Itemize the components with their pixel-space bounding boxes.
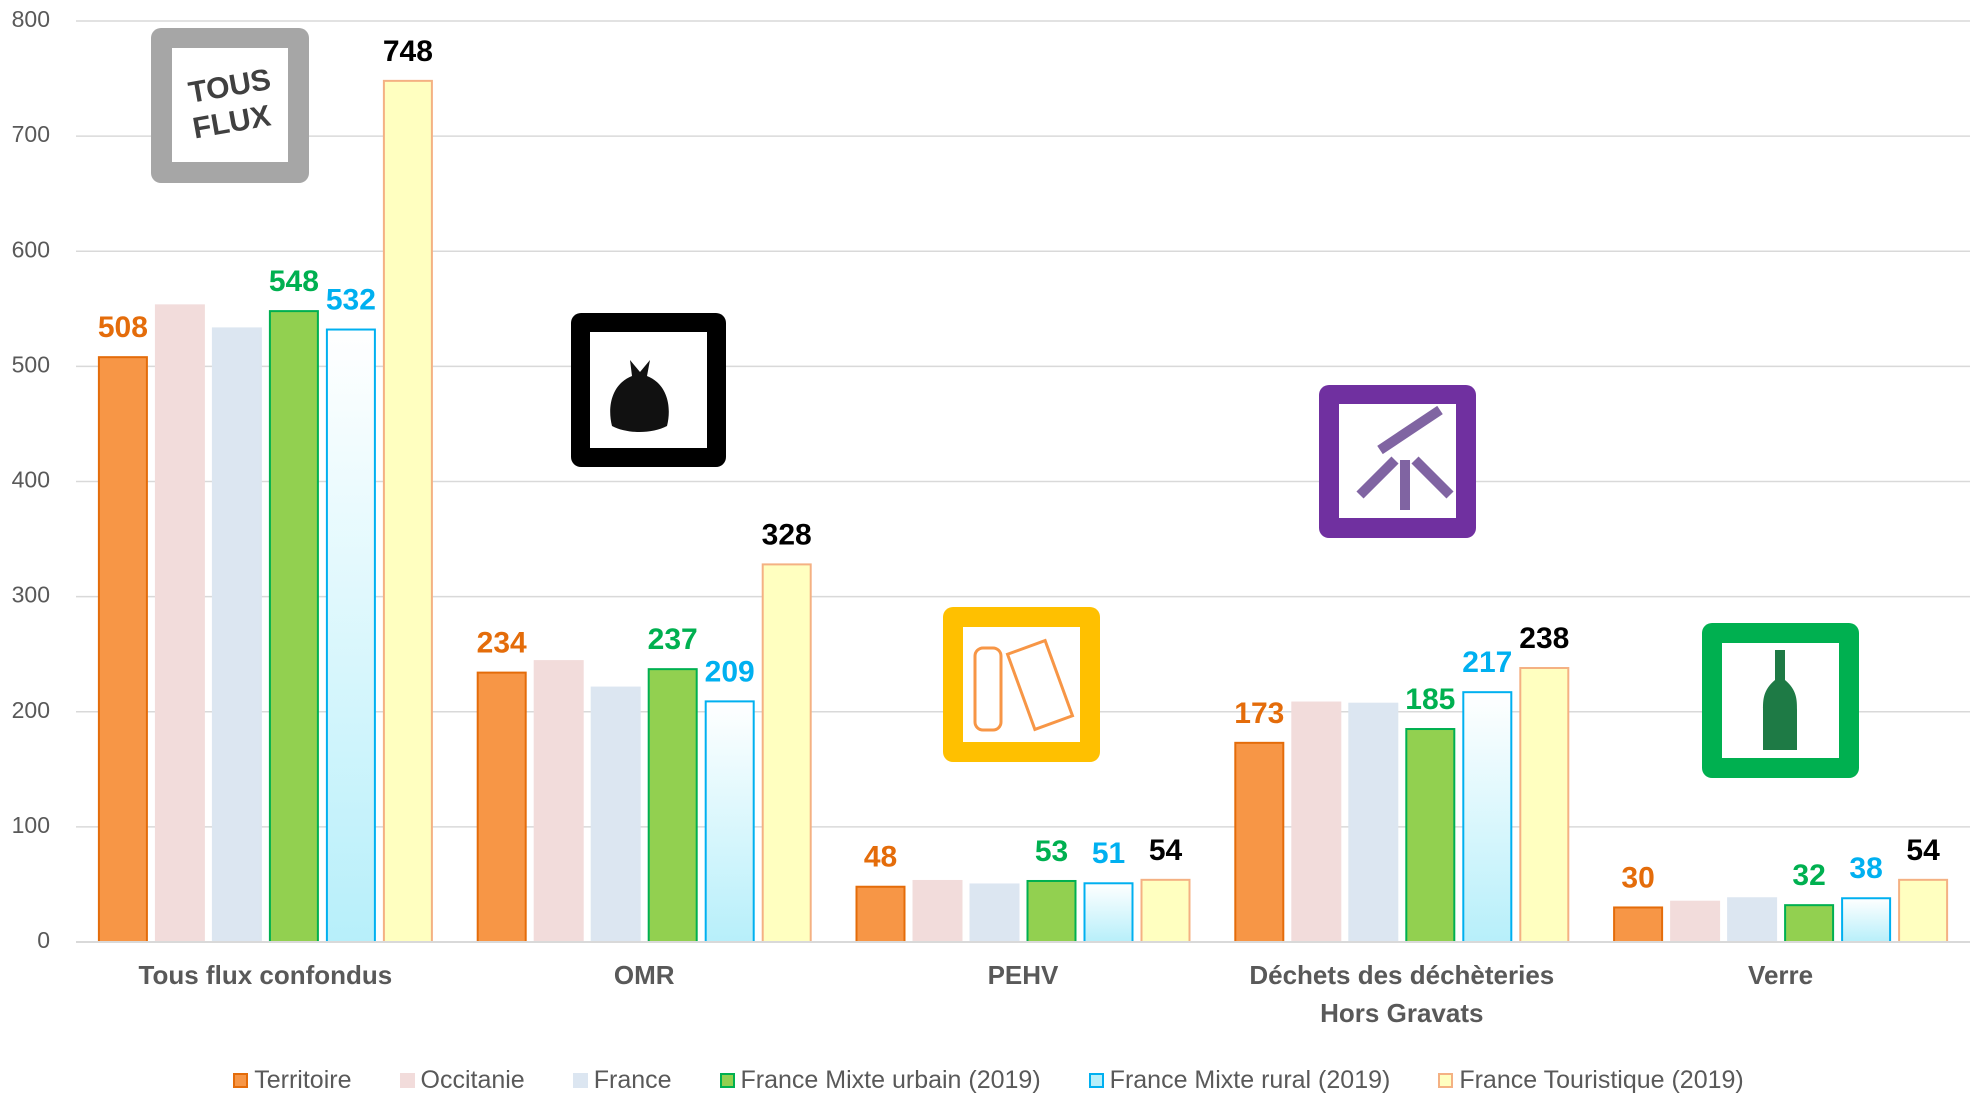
bar [647,668,698,943]
y-tick-label: 500 [12,351,50,377]
data-label: 748 [383,35,433,68]
bar [476,671,527,943]
legend-label: France Mixte urbain (2019) [740,1066,1041,1094]
bar [268,310,319,943]
legend-swatch [233,1073,249,1088]
bar [533,660,584,943]
data-label: 209 [705,655,755,688]
bar [1727,897,1778,944]
data-label: 48 [864,841,897,874]
bar [1291,701,1342,943]
data-label: 30 [1621,861,1654,894]
y-tick-label: 200 [12,697,50,723]
icon-omr [571,313,726,467]
x-tick-label: OMR [613,960,675,990]
x-tick-label: Déchets des déchèteries Hors Gravats [1249,960,1555,1028]
bar [154,304,205,943]
bar [1613,906,1664,944]
bar [969,883,1020,943]
legend-swatch [1438,1073,1454,1088]
bar [1405,728,1456,943]
y-tick-label: 300 [12,582,50,608]
bar [1670,900,1721,943]
bar [211,327,262,944]
data-label: 54 [1906,834,1940,867]
legend-label: Territoire [254,1066,352,1094]
bar [1841,897,1892,944]
legend-label: France Touristique (2019) [1459,1066,1744,1094]
legend-item: Territoire [233,1066,352,1095]
x-tick-label: Verre [1748,960,1814,990]
data-label: 237 [648,623,698,656]
data-label: 238 [1519,622,1569,655]
bar [912,879,963,944]
icon-tous-flux: TOUS FLUX [151,28,309,183]
data-label: 173 [1234,697,1284,730]
bar [1140,878,1191,944]
data-label: 217 [1462,646,1512,679]
data-label: 38 [1849,852,1882,885]
bar [97,356,148,944]
data-label: 508 [98,311,148,344]
bar [855,885,906,943]
icon-decheteries [1319,385,1476,538]
legend-item: France [572,1066,672,1095]
y-tick-label: 700 [12,121,50,147]
legend-item: France Touristique (2019) [1438,1066,1744,1095]
icon-pehv [943,607,1100,762]
legend-label: France [593,1066,672,1094]
data-label: 548 [269,265,319,298]
bar [325,328,376,944]
data-label: 328 [762,518,812,551]
bar [1462,691,1513,944]
bar [1234,741,1285,943]
data-label: 532 [326,283,376,316]
y-tick-label: 100 [12,812,50,838]
legend-swatch [572,1073,588,1088]
data-label: 234 [477,627,527,660]
bar [761,563,812,943]
legend-label: Occitanie [420,1066,525,1094]
legend-item: France Mixte rural (2019) [1088,1066,1391,1095]
bar [1898,878,1949,944]
y-tick-label: 800 [12,6,50,32]
legend-swatch [399,1073,415,1088]
data-label: 51 [1092,837,1125,870]
data-label: 32 [1792,859,1825,892]
legend-item: France Mixte urbain (2019) [719,1066,1041,1095]
bar [1083,882,1134,944]
legend-swatch [1088,1073,1104,1088]
bar [1519,667,1570,943]
bar [1784,904,1835,943]
legend-item: Occitanie [399,1066,525,1095]
bar [590,686,641,943]
data-label: 185 [1405,683,1455,716]
legend-label: France Mixte rural (2019) [1109,1066,1391,1094]
y-tick-label: 400 [12,467,50,493]
icon-verre [1702,623,1859,778]
y-tick-label: 0 [37,927,50,953]
data-label: 53 [1035,835,1068,868]
legend: Territoire Occitanie France France Mixte ur… [0,1066,1977,1095]
data-label: 54 [1149,834,1183,867]
x-tick-label: PEHV [987,960,1059,990]
x-tick-label: Tous flux confondus [138,960,393,990]
bar [1026,879,1077,944]
y-tick-label: 600 [12,236,50,262]
legend-swatch [719,1073,735,1088]
bar [704,700,755,943]
bar [382,79,433,944]
bar [1348,702,1399,943]
